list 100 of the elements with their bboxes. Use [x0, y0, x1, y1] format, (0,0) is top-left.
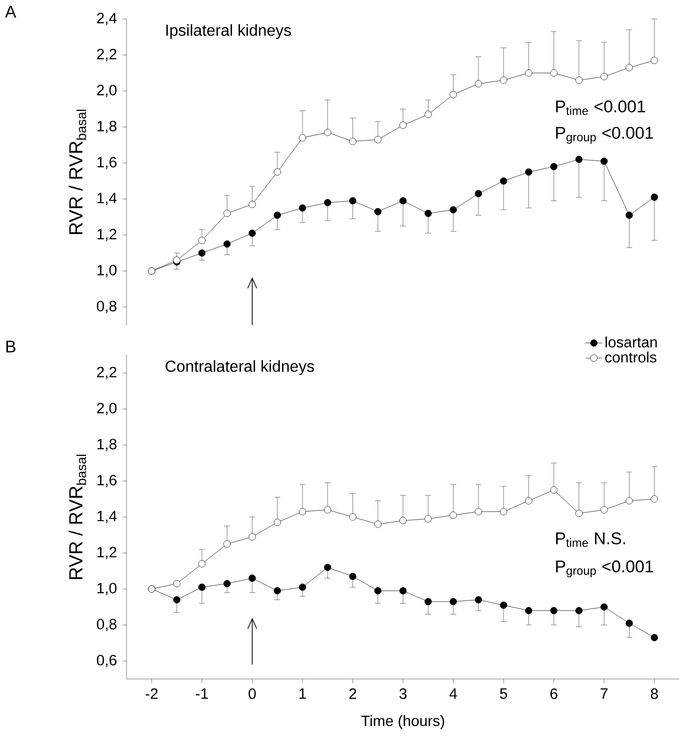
point [576, 156, 583, 163]
x-tick-label: -2 [146, 688, 158, 699]
point [525, 607, 533, 614]
annotation: P$_{time}$ N.S. [556, 532, 626, 547]
point [299, 204, 306, 212]
point [224, 580, 231, 588]
x-tick-label: -1 [196, 688, 208, 699]
point [374, 587, 382, 594]
x-tick-label: 0 [248, 688, 256, 699]
point [600, 506, 608, 514]
y-tick-label: 1,4 [98, 192, 117, 206]
y-axis-title: RVR / RVR$_{basal}$ [68, 454, 86, 580]
legend-label: controls [605, 352, 657, 363]
x-axis-title: Time (hours) [362, 715, 444, 730]
point [475, 596, 482, 604]
x-tick-label: 7 [600, 688, 608, 699]
point [400, 587, 407, 594]
y-tick-label: 0,8 [97, 300, 117, 314]
point [374, 208, 382, 216]
point [500, 177, 508, 185]
point [349, 138, 357, 145]
point [274, 212, 282, 219]
x-tick-label: 3 [400, 688, 407, 699]
point [525, 168, 533, 176]
y-tick-label: 2,4 [97, 12, 117, 26]
y-tick-label: 1,6 [98, 474, 117, 488]
y-tick-label: 2,0 [97, 402, 117, 416]
y-tick-label: 0,6 [97, 654, 117, 668]
point [274, 518, 282, 526]
point [274, 168, 282, 176]
point [600, 73, 608, 80]
point [299, 134, 306, 142]
point [224, 210, 231, 217]
point [198, 249, 206, 257]
point [475, 190, 482, 198]
point [349, 513, 357, 521]
point [550, 486, 558, 494]
point [173, 580, 181, 588]
point [600, 158, 608, 165]
point [324, 199, 332, 206]
y-tick-label: 2,2 [97, 48, 117, 62]
point [400, 517, 407, 524]
point [299, 508, 306, 516]
point [576, 510, 583, 517]
point [224, 240, 231, 248]
point [248, 200, 256, 208]
point [248, 574, 256, 582]
point [424, 110, 432, 118]
point [450, 91, 458, 98]
point [626, 497, 634, 504]
y-tick-label: 1,6 [98, 156, 117, 170]
point [248, 230, 256, 237]
point [475, 80, 482, 88]
point [450, 512, 458, 519]
x-tick-label: 6 [550, 688, 558, 699]
y-axis-title: RVR / RVR$_{basal}$ [68, 110, 86, 234]
annotation: P$_{group}$ <0.001 [556, 560, 654, 578]
point [424, 598, 432, 606]
y-tick-label: 1,2 [98, 546, 117, 560]
point [525, 69, 533, 77]
annotation: P$_{group}$ <0.001 [556, 126, 654, 144]
point [324, 128, 332, 136]
point [626, 64, 634, 72]
point [525, 497, 533, 504]
annotation: P$_{time}$ <0.001 [556, 100, 646, 116]
x-tick-label: 5 [500, 688, 508, 699]
x-tick-label: 8 [651, 688, 658, 699]
y-tick-label: 2,2 [97, 366, 117, 380]
point [274, 587, 282, 594]
point [475, 508, 482, 516]
x-tick-label: 4 [450, 688, 458, 699]
y-tick-label: 1,8 [98, 120, 117, 134]
point [324, 564, 332, 571]
chart-title: Ipsilateral kidneys [166, 24, 292, 40]
point [424, 515, 432, 522]
y-tick-label: 1,0 [98, 582, 117, 596]
point [626, 212, 634, 219]
y-tick-label: 0,8 [97, 618, 117, 632]
point [349, 572, 357, 580]
point [651, 634, 658, 642]
point [651, 194, 658, 201]
point [224, 540, 231, 548]
legend-label: losartan [606, 336, 658, 348]
point [550, 69, 558, 77]
point [374, 520, 382, 528]
x-tick-label: 1 [300, 688, 306, 699]
point [198, 236, 206, 244]
point [576, 607, 583, 614]
point [299, 584, 306, 591]
point [173, 596, 181, 604]
point [576, 76, 583, 84]
point [500, 76, 508, 84]
y-tick-label: 1,0 [98, 264, 117, 278]
point [400, 197, 407, 204]
text: B [6, 340, 16, 352]
point [198, 584, 206, 591]
x-tick-label: 2 [350, 688, 356, 699]
y-tick-label: 2,0 [97, 84, 117, 98]
point [198, 560, 206, 568]
point [500, 602, 508, 609]
